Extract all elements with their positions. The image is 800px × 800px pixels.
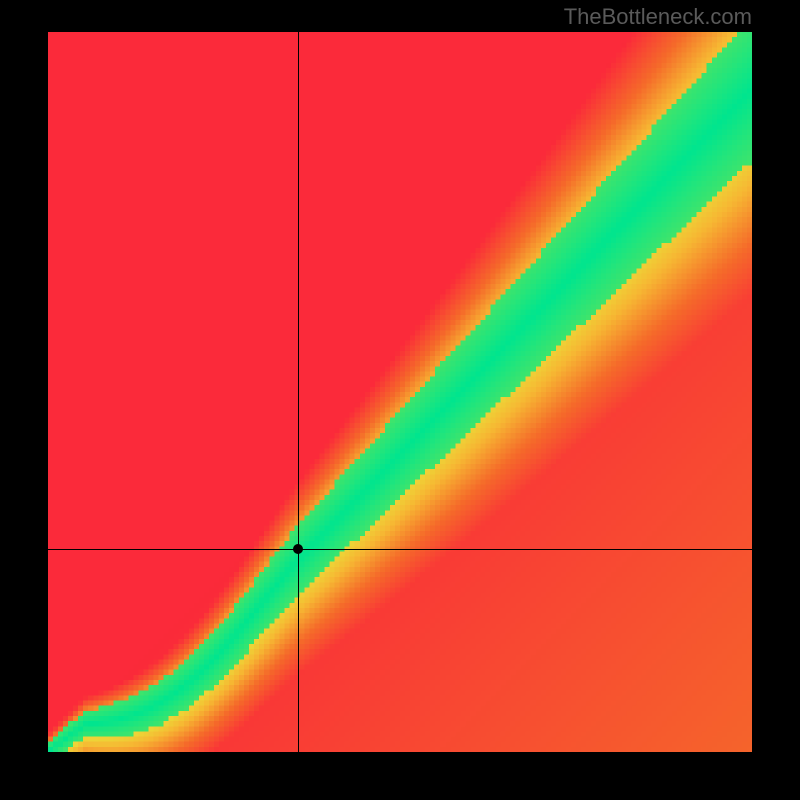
watermark-text: TheBottleneck.com xyxy=(564,4,752,30)
crosshair-horizontal xyxy=(48,549,752,550)
crosshair-vertical xyxy=(298,32,299,752)
plot-area xyxy=(48,32,752,752)
crosshair-point xyxy=(293,544,303,554)
heatmap-canvas xyxy=(48,32,752,752)
